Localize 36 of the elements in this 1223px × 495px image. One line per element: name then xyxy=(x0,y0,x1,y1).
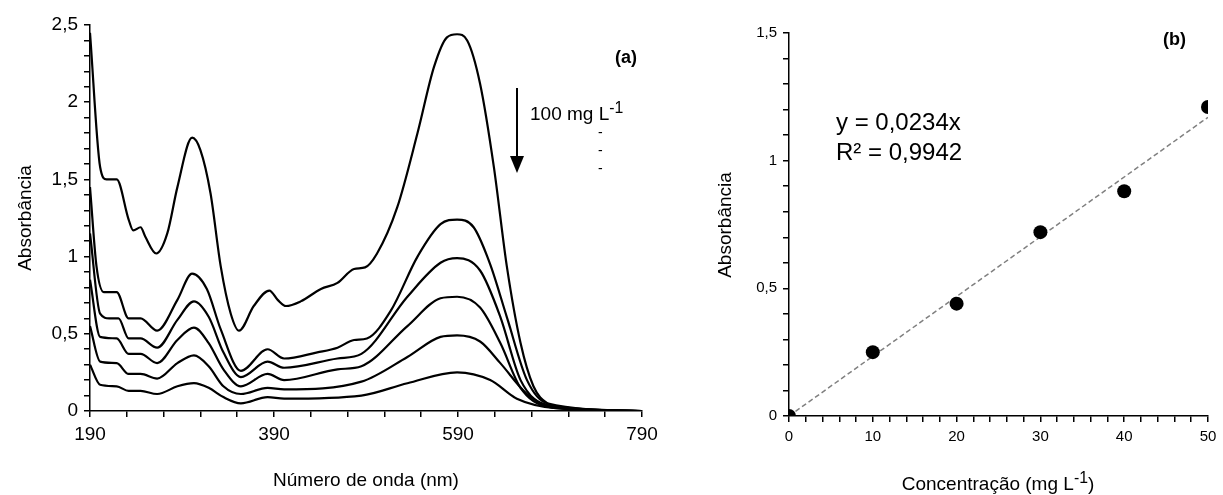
x-axis-title: Número de onda (nm) xyxy=(273,469,459,490)
annotation: (b) xyxy=(1163,29,1186,49)
point xyxy=(949,296,964,311)
x-tick-label: 50 xyxy=(1199,427,1217,445)
y-tick-label: 1,5 xyxy=(756,23,777,41)
annotation: - xyxy=(598,160,603,176)
annotation: - xyxy=(598,124,603,140)
x-tick-label: 30 xyxy=(1032,427,1049,445)
y-tick-label: 0,5 xyxy=(51,322,78,344)
y-tick-label: 0,5 xyxy=(756,278,777,296)
y-tick-label: 0 xyxy=(768,406,777,424)
x-tick-label: 40 xyxy=(1115,427,1133,445)
y-tick-label: 1 xyxy=(768,150,777,168)
x-tick-label: 10 xyxy=(864,427,882,445)
y-tick-label: 2 xyxy=(67,90,78,112)
annotation: 100 mg L$^{-1}$ xyxy=(530,99,624,125)
y-tick-label: 1,5 xyxy=(51,167,78,189)
annotation: (a) xyxy=(615,47,637,67)
x-tick-label: 20 xyxy=(948,427,965,445)
y-tick-label: 1 xyxy=(67,244,78,266)
y-tick-label: 2,5 xyxy=(51,13,78,35)
x-tick-label: 590 xyxy=(442,422,474,444)
annotation: - xyxy=(598,142,603,158)
x-tick-label: 0 xyxy=(784,427,794,445)
annotation: R² = 0,9942 xyxy=(836,138,963,165)
y-axis-title: Absorbância xyxy=(13,165,35,271)
x-axis-title: Concentração (mg L$^{-1}$) xyxy=(901,469,1095,495)
x-tick-label: 790 xyxy=(626,422,658,444)
x-tick-label: 390 xyxy=(258,422,290,444)
x-tick-label: 190 xyxy=(74,422,106,444)
point xyxy=(1117,184,1132,199)
y-axis-title: Absorbância xyxy=(713,172,735,278)
y-tick-label: 0 xyxy=(67,399,78,421)
point xyxy=(865,345,880,360)
annotation: y = 0,0234x xyxy=(836,108,961,135)
point xyxy=(1033,225,1048,240)
